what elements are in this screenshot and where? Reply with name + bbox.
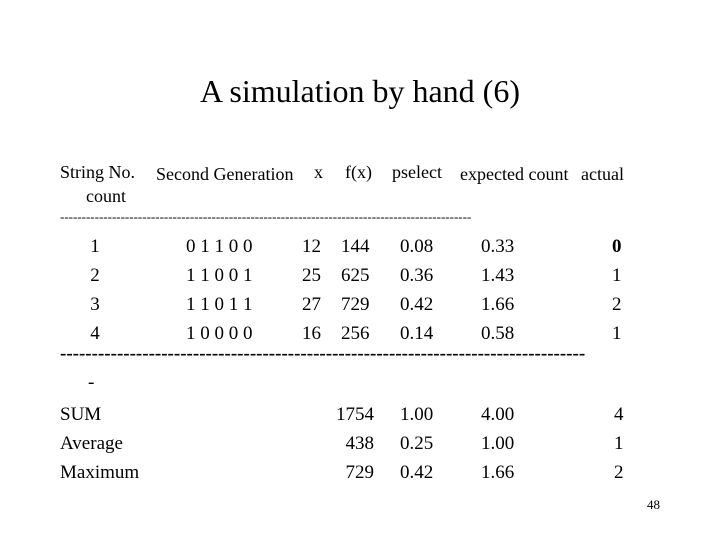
summary-fx: 1754 (336, 404, 374, 425)
separator-mid-tail: - (88, 372, 95, 393)
summary-actual: 2 (614, 462, 624, 483)
row-no: 1 (90, 236, 100, 257)
separator-top: ----------------------------------------… (60, 209, 472, 224)
row-generation: 1 1 0 1 1 (186, 294, 253, 315)
summary-label: Maximum (60, 462, 140, 483)
summary-fx: 438 (345, 433, 375, 454)
header-fx: f(x) (345, 162, 372, 182)
row-expected: 0.33 (481, 236, 515, 257)
header-x: x (314, 162, 323, 182)
row-actual: 2 (612, 294, 622, 315)
summary-expected: 4.00 (481, 404, 515, 425)
row-expected: 1.43 (481, 265, 515, 286)
row-pselect: 0.08 (400, 236, 434, 257)
row-no: 3 (90, 294, 100, 315)
row-fx: 256 (341, 323, 370, 344)
row-pselect: 0.36 (400, 265, 434, 286)
row-pselect: 0.42 (400, 294, 434, 315)
row-fx: 144 (341, 236, 370, 257)
header-count: count (86, 186, 126, 206)
summary-expected: 1.00 (481, 433, 515, 454)
row-fx: 729 (341, 294, 370, 315)
summary-actual: 4 (614, 404, 624, 425)
row-generation: 0 1 1 0 0 (186, 236, 253, 257)
row-generation: 1 0 0 0 0 (186, 323, 253, 344)
header-actual: actual (581, 164, 624, 184)
summary-expected: 1.66 (481, 462, 515, 483)
header-string-no: String No. (60, 162, 136, 182)
row-generation: 1 1 0 0 1 (186, 265, 253, 286)
row-actual: 1 (612, 265, 622, 286)
summary-pselect: 0.42 (400, 462, 434, 483)
row-x: 27 (302, 294, 321, 315)
row-x: 12 (302, 236, 321, 257)
row-fx: 625 (341, 265, 370, 286)
slide-title: A simulation by hand (6) (200, 73, 520, 109)
summary-label: SUM (60, 404, 102, 425)
header-second-generation: Second Generation (156, 164, 294, 184)
row-x: 16 (302, 323, 321, 344)
summary-pselect: 1.00 (400, 404, 434, 425)
row-actual: 0 (612, 236, 622, 257)
separator-mid: ----------------------------------------… (60, 343, 586, 364)
row-expected: 1.66 (481, 294, 515, 315)
summary-fx: 729 (345, 462, 375, 483)
row-expected: 0.58 (481, 323, 515, 344)
header-expected-count: expected count (460, 164, 569, 184)
summary-pselect: 0.25 (400, 433, 434, 454)
row-actual: 1 (612, 323, 622, 344)
row-no: 2 (90, 265, 100, 286)
summary-label: Average (60, 433, 123, 454)
page-number: 48 (647, 497, 660, 512)
row-pselect: 0.14 (400, 323, 434, 344)
header-pselect: pselect (392, 162, 442, 182)
row-x: 25 (302, 265, 321, 286)
summary-actual: 1 (614, 433, 624, 454)
row-no: 4 (90, 323, 100, 344)
